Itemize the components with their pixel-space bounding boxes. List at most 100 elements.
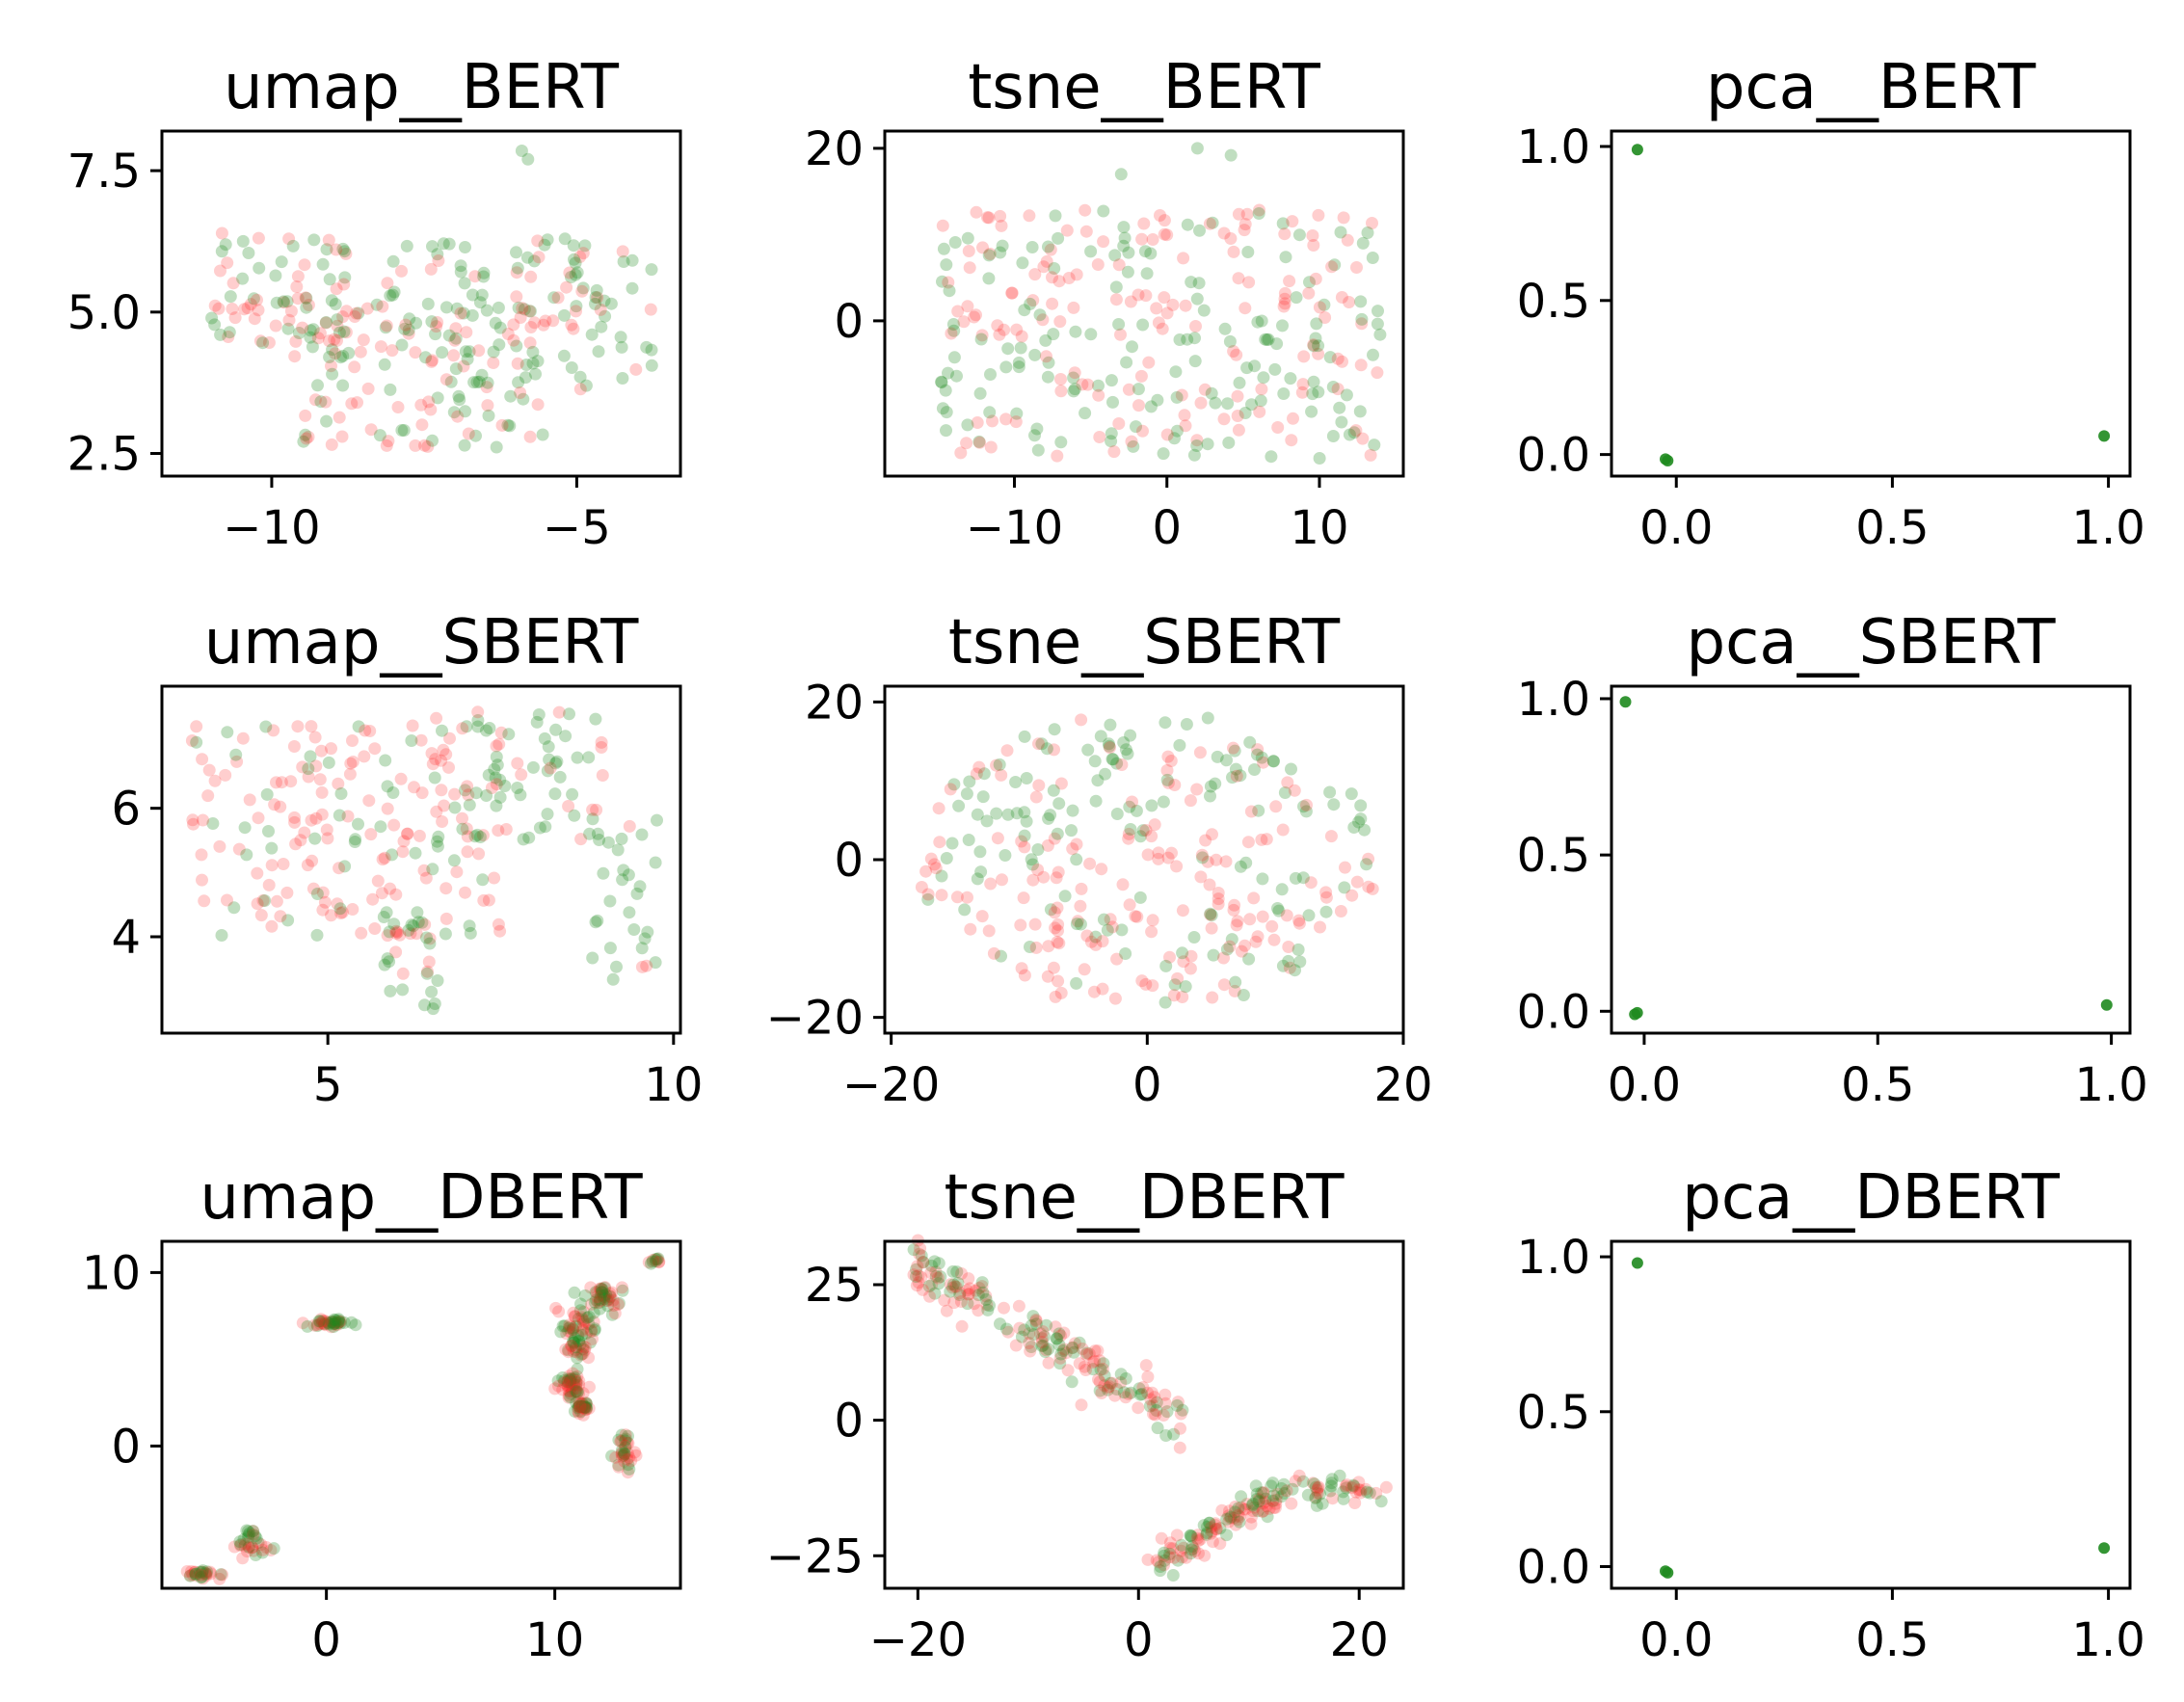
point-red (368, 922, 382, 935)
point-green (950, 369, 963, 383)
point-red (1285, 1497, 1298, 1510)
point-green (452, 389, 466, 403)
point-red (1114, 328, 1127, 341)
point-red (316, 903, 330, 917)
point-red (615, 1449, 628, 1463)
point-red (1222, 1509, 1236, 1523)
subplot-title: pca__DBERT (1682, 1162, 2060, 1234)
point-red (325, 742, 337, 756)
point-red (523, 336, 537, 350)
point-red (332, 777, 345, 790)
point-green (598, 1281, 611, 1294)
point-green (304, 750, 317, 763)
point-green (1354, 799, 1368, 812)
point-green (937, 242, 950, 255)
point-red (1278, 297, 1292, 310)
point-green (312, 1315, 326, 1328)
point-green (1035, 737, 1049, 751)
point-green (578, 1401, 592, 1415)
point-red (316, 886, 330, 899)
point-green (426, 240, 439, 253)
point-red (1149, 1408, 1162, 1422)
point-red (331, 1318, 344, 1332)
point-green (1277, 387, 1291, 400)
point-green (224, 290, 237, 304)
point-red (514, 311, 527, 324)
point-green (1259, 332, 1272, 346)
point-green (935, 375, 948, 388)
point-red (593, 1282, 606, 1295)
point-red (1147, 1398, 1159, 1412)
point-red (481, 399, 494, 412)
point-red (1232, 272, 1245, 285)
point-green (467, 376, 481, 389)
point-green (1255, 314, 1268, 328)
point-red (1095, 1387, 1108, 1399)
point-green (1282, 954, 1295, 968)
point-red (1152, 1556, 1165, 1569)
point-green (541, 233, 554, 247)
x-tick-label: 10 (644, 1058, 703, 1112)
point-red (1139, 1359, 1153, 1372)
point-red (915, 881, 928, 893)
point-green (1248, 763, 1261, 776)
point-red (1035, 1332, 1049, 1345)
point-red (1307, 239, 1320, 252)
point-green (971, 872, 984, 886)
point-green (940, 406, 953, 419)
point-green (1041, 370, 1054, 384)
point-red (1024, 1344, 1037, 1358)
point-red (570, 1381, 583, 1395)
point-green (1130, 804, 1143, 817)
point-green (338, 245, 351, 258)
point-green (456, 822, 469, 836)
point-red (1082, 1347, 1096, 1361)
point-green (247, 1525, 259, 1538)
point-green (1265, 1479, 1278, 1493)
point-red (318, 1318, 332, 1332)
point-red (961, 891, 973, 904)
point-green (190, 735, 203, 749)
point-red (1136, 424, 1149, 438)
point-green (1289, 964, 1301, 977)
point-red (1260, 1500, 1273, 1513)
point-red (562, 1370, 575, 1383)
point-green (1233, 376, 1246, 389)
point-green (1010, 807, 1024, 820)
point-green (925, 1259, 938, 1272)
point-green (490, 750, 503, 763)
point-green (429, 328, 442, 341)
point-red (1379, 1480, 1393, 1494)
point-green (423, 937, 437, 950)
point-red (1247, 891, 1261, 905)
point-red (1042, 940, 1055, 953)
point-green (649, 856, 662, 869)
point-red (439, 373, 453, 386)
point-red (963, 1282, 976, 1295)
point-red (244, 298, 257, 311)
point-green (1276, 959, 1290, 972)
point-red (289, 838, 303, 851)
point-red (366, 892, 380, 906)
point-green (616, 1284, 629, 1297)
point-red (573, 1374, 586, 1388)
point-red (640, 959, 653, 972)
point-green (567, 1336, 580, 1349)
point-green (1169, 365, 1183, 379)
point-green (570, 1396, 583, 1409)
point-red (562, 1375, 575, 1389)
point-red (415, 786, 429, 800)
point-green (586, 812, 599, 826)
point-green (1312, 339, 1325, 353)
point-red (1074, 899, 1087, 913)
point-red (566, 1384, 579, 1397)
point-green (1356, 236, 1370, 250)
point-red (298, 258, 311, 272)
point-green (585, 328, 599, 341)
point-green (336, 349, 350, 362)
point-red (1054, 373, 1067, 386)
point-red (319, 1315, 333, 1328)
point-red (1161, 851, 1175, 864)
point-red (1227, 741, 1239, 755)
